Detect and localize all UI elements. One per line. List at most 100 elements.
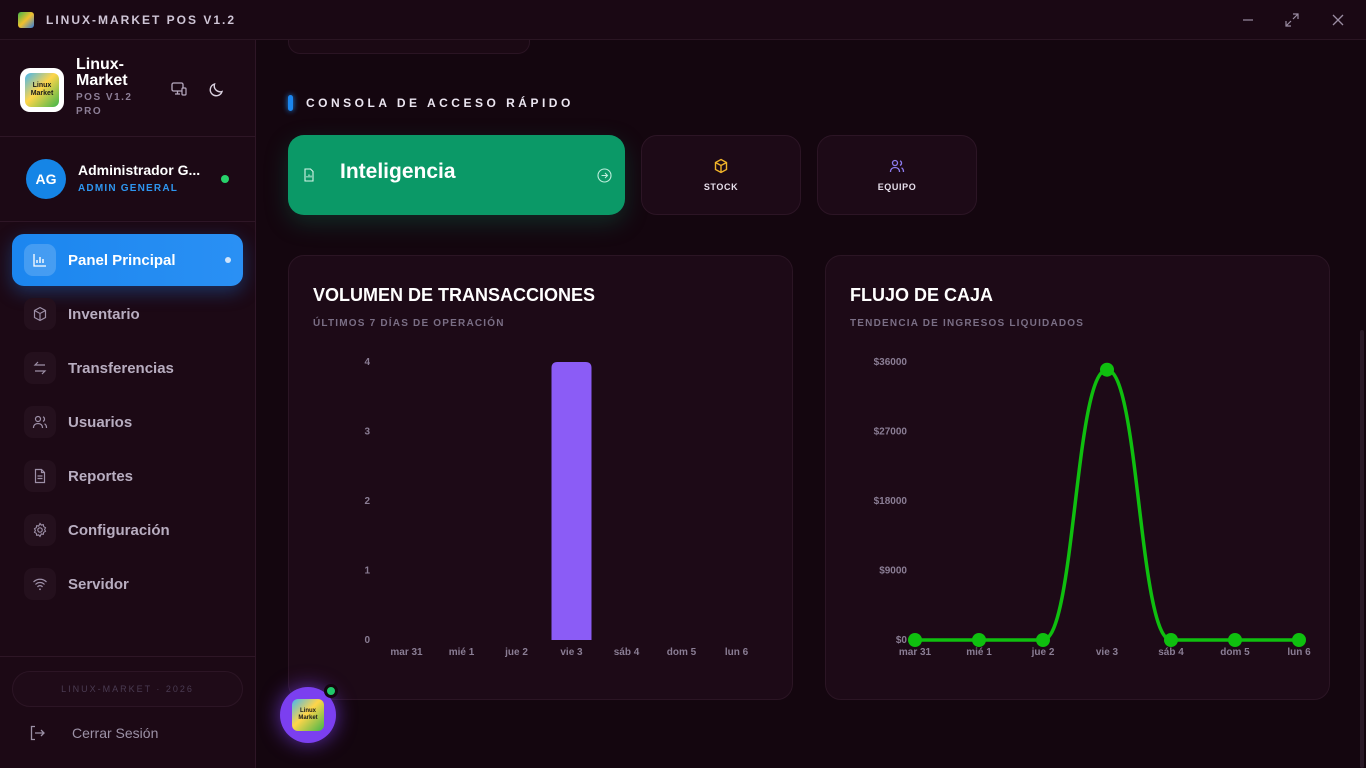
avatar[interactable]: AG (26, 159, 66, 199)
quick-access-equipo-button[interactable]: EQUIPO (817, 135, 977, 215)
bar-chart-icon (24, 244, 56, 276)
wifi-icon (24, 568, 56, 600)
scrolled-card (288, 40, 530, 54)
x-tick-label: jue 2 (1031, 647, 1055, 658)
gear-icon (24, 514, 56, 546)
transactions-bar-chart: 0 1 2 3 4 mar 31 mié 1 jue 2 vie 3 sáb 4 dom 5 lun … (364, 357, 749, 658)
y-tick-label: $9000 (879, 566, 907, 577)
maximize-button[interactable] (1280, 8, 1304, 32)
sidebar: Linux Market Linux-Market POS V1.2 PRO A… (0, 40, 256, 768)
x-tick-label: mié 1 (966, 647, 992, 658)
report-icon (304, 168, 314, 182)
main-content: CONSOLA DE ACCESO RÁPIDO Inteligencia ST… (256, 40, 1366, 768)
sidebar-item-label: Transferencias (68, 359, 174, 377)
users-icon (24, 406, 56, 438)
y-tick-label: $0 (896, 635, 908, 646)
x-tick-label: vie 3 (560, 647, 583, 658)
active-indicator (225, 257, 231, 263)
x-tick-label: dom 5 (1220, 647, 1250, 658)
y-tick-label: 0 (364, 635, 370, 646)
cash-flow-line-chart: $0 $9000 $18000 $27000 $36000 mar 31 mié 1 jue … (874, 357, 1311, 658)
quick-access-equipo-label: EQUIPO (877, 182, 917, 192)
brand-name: Linux-Market (76, 56, 128, 89)
close-button[interactable] (1326, 8, 1350, 32)
data-point (972, 633, 986, 647)
online-status-dot (221, 175, 229, 183)
data-point (908, 633, 922, 647)
chart-title: VOLUMEN DE TRANSACCIONES (313, 285, 596, 305)
box-icon (24, 298, 56, 330)
app-logo-icon (18, 11, 34, 28)
close-icon (1332, 14, 1344, 26)
moon-icon[interactable] (208, 80, 226, 98)
y-tick-label: 1 (364, 566, 370, 577)
y-tick-label: $18000 (874, 496, 908, 507)
logout-label: Cerrar Sesión (72, 725, 159, 741)
minimize-icon (1243, 19, 1253, 21)
x-tick-label: vie 3 (1096, 647, 1119, 658)
sidebar-item-reportes[interactable]: Reportes (12, 450, 243, 502)
sidebar-item-label: Servidor (68, 575, 129, 593)
y-tick-label: $36000 (874, 357, 908, 368)
footer-badge: LINUX-MARKET · 2026 (12, 671, 243, 707)
x-tick-label: dom 5 (667, 647, 697, 658)
sidebar-item-label: Reportes (68, 467, 134, 485)
box-icon (714, 158, 728, 174)
quick-access-stock-label: STOCK (703, 182, 739, 192)
x-tick-label: mar 31 (899, 647, 932, 658)
window-title: LINUX-MARKET POS V1.2 (46, 12, 237, 27)
sidebar-item-label: Configuración (68, 521, 170, 539)
x-tick-label: sáb 4 (614, 647, 640, 658)
divider (0, 656, 255, 657)
sidebar-item-usuarios[interactable]: Usuarios (12, 396, 243, 448)
data-point (1228, 633, 1242, 647)
cash-flow-chart-panel: FLUJO DE CAJA TENDENCIA DE INGRESOS LIQU… (825, 255, 1330, 700)
minimize-button[interactable] (1236, 8, 1260, 32)
logout-icon (30, 725, 45, 741)
y-tick-label: 4 (364, 357, 370, 368)
transfer-arrows-icon (24, 352, 56, 384)
quick-access-primary-label: Inteligencia (340, 160, 456, 183)
y-tick-label: 2 (364, 496, 370, 507)
sidebar-item-transferencias[interactable]: Transferencias (12, 342, 243, 394)
document-icon (24, 460, 56, 492)
x-tick-label: lun 6 (1287, 647, 1311, 658)
x-tick-label: lun 6 (725, 647, 749, 658)
display-settings-icon[interactable] (170, 80, 188, 98)
quick-access-inteligencia-button[interactable]: Inteligencia (288, 135, 625, 215)
chart-subtitle: TENDENCIA DE INGRESOS LIQUIDADOS (850, 318, 1085, 329)
series-line (914, 367, 1299, 642)
bar (551, 362, 592, 640)
users-icon (889, 159, 905, 173)
divider (0, 136, 255, 137)
data-point (1036, 633, 1050, 647)
chart-subtitle: ÚLTIMOS 7 DÍAS DE OPERACIÓN (313, 318, 505, 329)
user-name: Administrador G... (78, 162, 201, 178)
sidebar-item-servidor[interactable]: Servidor (12, 558, 243, 610)
x-tick-label: mar 31 (390, 647, 423, 658)
y-tick-label: 3 (364, 427, 370, 438)
sidebar-item-panel-principal[interactable]: Panel Principal (12, 234, 243, 286)
scrollbar[interactable] (1360, 330, 1364, 768)
data-point (1100, 362, 1114, 377)
linux-market-logo-icon: Linux Market (25, 73, 59, 107)
chart-title: FLUJO DE CAJA (850, 285, 994, 305)
sidebar-item-configuracion[interactable]: Configuración (12, 504, 243, 556)
title-bar: LINUX-MARKET POS V1.2 (0, 0, 1366, 40)
sidebar-item-label: Inventario (68, 305, 140, 323)
online-status-dot (324, 684, 338, 698)
data-point (1292, 633, 1306, 647)
x-tick-label: mié 1 (449, 647, 475, 658)
brand-logo: Linux Market (20, 68, 64, 112)
sidebar-item-inventario[interactable]: Inventario (12, 288, 243, 340)
sidebar-item-label: Usuarios (68, 413, 133, 431)
brand-version: POS V1.2 PRO (76, 92, 133, 117)
quick-access-stock-button[interactable]: STOCK (641, 135, 801, 215)
y-tick-label: $27000 (874, 427, 908, 438)
divider (0, 221, 255, 222)
arrow-circle-right-icon (597, 168, 612, 183)
user-role: ADMIN GENERAL (78, 183, 179, 194)
logout-button[interactable]: Cerrar Sesión (28, 724, 158, 742)
section-accent (288, 95, 293, 111)
transactions-chart-panel: VOLUMEN DE TRANSACCIONES ÚLTIMOS 7 DÍAS … (288, 255, 793, 700)
